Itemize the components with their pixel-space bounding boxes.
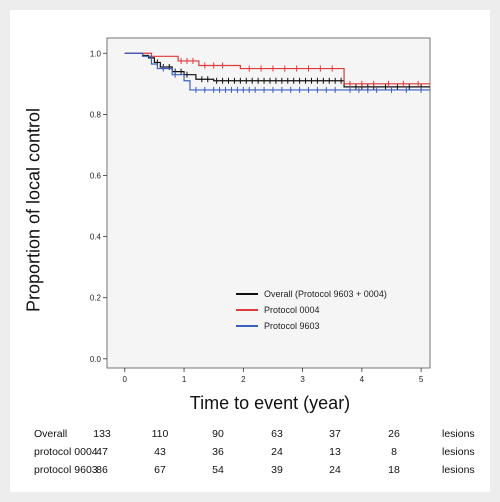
risk-unit: lesions bbox=[442, 428, 475, 440]
risk-value: 90 bbox=[212, 428, 224, 440]
risk-value: 24 bbox=[271, 446, 283, 458]
y-tick-label: 1.0 bbox=[90, 49, 102, 58]
risk-value: 13 bbox=[329, 446, 341, 458]
risk-value: 36 bbox=[212, 446, 224, 458]
km-plot: 0.0 0.2 0.4 0.6 0.8 1.0 0 1 2 3 4 5 Overall (Protoco… bbox=[90, 37, 431, 384]
risk-row-overall: Overall 133 110 90 63 37 26 lesions bbox=[10, 428, 490, 446]
risk-value: 26 bbox=[388, 428, 400, 440]
legend-label: Protocol 0004 bbox=[264, 305, 320, 315]
risk-value: 18 bbox=[388, 464, 400, 476]
x-tick-label: 3 bbox=[300, 375, 305, 384]
plot-area bbox=[106, 37, 431, 369]
y-tick-label: 0.8 bbox=[90, 110, 102, 119]
risk-value: 8 bbox=[391, 446, 397, 458]
risk-value: 110 bbox=[151, 428, 169, 440]
x-axis-label: Time to event (year) bbox=[189, 393, 351, 413]
risk-value: 39 bbox=[271, 464, 283, 476]
legend-label: Overall (Protocol 9603 + 0004) bbox=[264, 289, 387, 299]
y-tick-label: 0.2 bbox=[90, 294, 102, 303]
y-tick-label: 0.6 bbox=[90, 172, 102, 181]
risk-value: 24 bbox=[329, 464, 341, 476]
figure-card: 0.0 0.2 0.4 0.6 0.8 1.0 0 1 2 3 4 5 Overall (Protoco… bbox=[10, 10, 490, 492]
risk-unit: lesions bbox=[442, 464, 475, 476]
risk-value: 86 bbox=[96, 464, 108, 476]
x-tick-label: 5 bbox=[419, 375, 424, 384]
legend-label: Protocol 9603 bbox=[264, 321, 320, 331]
risk-row-protocol-0004: protocol 0004 47 43 36 24 13 8 lesions bbox=[10, 446, 490, 464]
x-tick-label: 0 bbox=[123, 375, 128, 384]
risk-row-label: Overall bbox=[34, 428, 68, 440]
km-curve-2 bbox=[124, 52, 430, 91]
y-tick-label: 0.4 bbox=[90, 233, 102, 242]
risk-value: 54 bbox=[212, 464, 224, 476]
risk-value: 37 bbox=[329, 428, 341, 440]
x-tick-label: 2 bbox=[241, 375, 246, 384]
risk-value: 63 bbox=[271, 428, 283, 440]
risk-value: 47 bbox=[96, 446, 108, 458]
risk-value: 67 bbox=[154, 464, 166, 476]
y-tick-label: 0.0 bbox=[90, 355, 102, 364]
risk-row-label: protocol 0004 bbox=[34, 446, 98, 458]
risk-unit: lesions bbox=[442, 446, 475, 458]
risk-value: 133 bbox=[93, 428, 111, 440]
risk-value: 43 bbox=[154, 446, 166, 458]
risk-row-protocol-9603: protocol 9603 86 67 54 39 24 18 lesions bbox=[10, 464, 490, 482]
number-at-risk-table: Overall 133 110 90 63 37 26 lesions prot… bbox=[10, 428, 490, 488]
y-axis-label: Proportion of local control bbox=[23, 107, 44, 313]
risk-row-label: protocol 9603 bbox=[34, 464, 98, 476]
x-tick-label: 1 bbox=[182, 375, 187, 384]
x-tick-label: 4 bbox=[360, 375, 365, 384]
